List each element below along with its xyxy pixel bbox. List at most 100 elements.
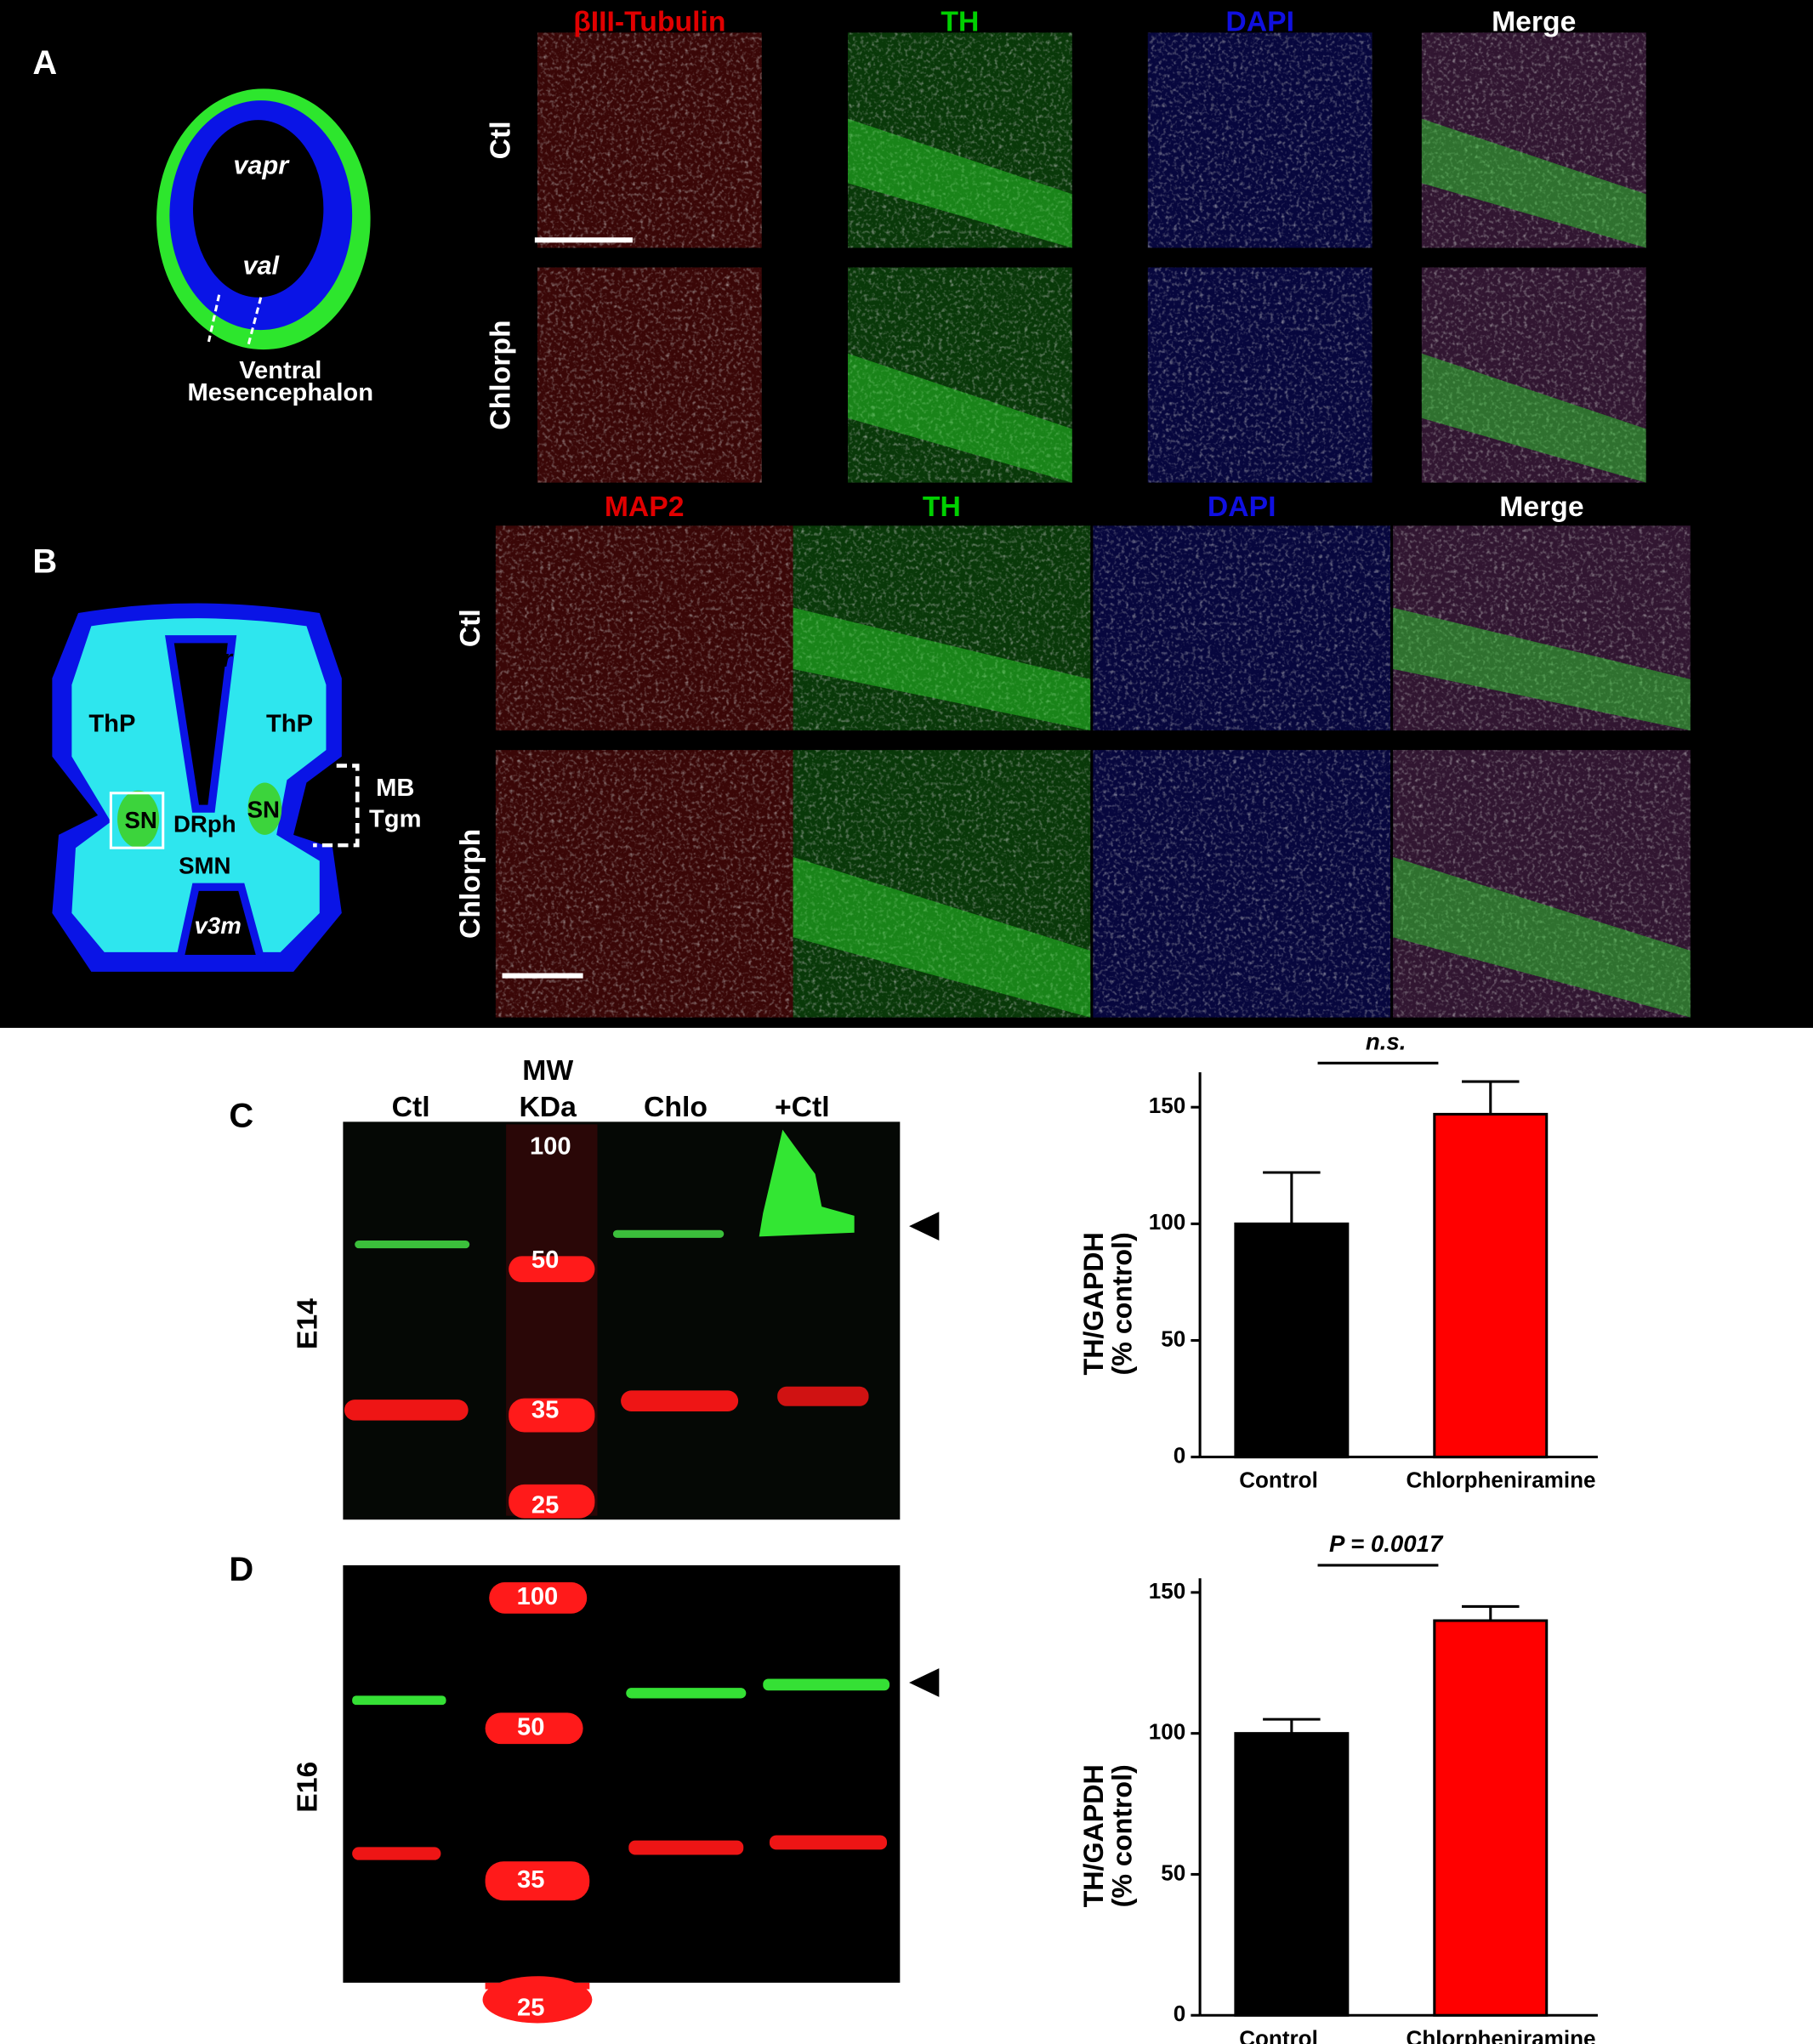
column-header: TH [923, 491, 961, 523]
arrow [909, 1212, 940, 1241]
micrograph-signal [1421, 118, 1646, 248]
micrograph-texture [1147, 267, 1373, 483]
ladder-band [482, 1976, 593, 2024]
panel-label: A [32, 44, 57, 82]
micrograph-texture [793, 525, 1091, 731]
micrograph-signal [847, 353, 1072, 483]
y-tick-label: 150 [1149, 1578, 1185, 1604]
diagram-label: val [242, 252, 280, 281]
lane-label: +Ctl [775, 1091, 830, 1123]
diagram-box [109, 792, 165, 849]
micrograph-texture [1393, 750, 1691, 1018]
y-axis-label: TH/GAPDH [1078, 1232, 1109, 1375]
diagram-sn [247, 782, 282, 835]
band [759, 1129, 855, 1237]
ladder-label: 100 [530, 1133, 571, 1161]
diagram-ventricle [193, 120, 324, 298]
row-label: Chlorph [454, 829, 486, 939]
micrograph-signal [1393, 856, 1691, 1018]
diagram-label: MB [376, 775, 414, 802]
ladder-band [509, 1256, 595, 1283]
y-tick-label: 50 [1161, 1859, 1185, 1885]
micrograph-signal [1421, 353, 1646, 483]
diagram-label: vapr [180, 645, 234, 673]
y-tick-label: 100 [1149, 1719, 1185, 1745]
micrograph-signal [1393, 607, 1691, 731]
micrograph-texture [1393, 525, 1691, 731]
x-tick-label: Chlorpheniramine [1407, 1468, 1596, 1493]
band [352, 1847, 441, 1860]
bar [1433, 1112, 1549, 1459]
diagram-bracket [313, 764, 360, 848]
ladder-band [485, 1712, 583, 1745]
annotation: P = 0.0017 [1329, 1530, 1444, 1557]
column-header: MAP2 [605, 491, 685, 523]
lane-label: KDa [519, 1091, 577, 1123]
row-label: Ctl [454, 609, 486, 647]
ladder-band [509, 1484, 595, 1519]
x-tick-label: Chlorpheniramine [1407, 2025, 1596, 2044]
micrograph-signal [847, 118, 1072, 248]
column-header: TH [941, 6, 979, 38]
diagram-ventricle [174, 883, 266, 963]
y-tick-label: 0 [1174, 1443, 1185, 1468]
lane-label: Ctl [392, 1091, 430, 1123]
panel-label: C [229, 1097, 253, 1134]
y-axis-label: (% control) [1107, 1232, 1138, 1375]
micrograph-texture [1421, 267, 1646, 483]
diagram-label: vapr [233, 150, 290, 179]
ladder-label: 100 [517, 1583, 559, 1610]
y-axis-label: TH/GAPDH [1078, 1764, 1109, 1907]
micrograph-signal [793, 856, 1091, 1018]
blot [343, 1564, 901, 1983]
panel-label: D [229, 1551, 253, 1588]
y-axis-label: (% control) [1107, 1764, 1138, 1907]
lane-label: MW [522, 1054, 573, 1087]
band [344, 1400, 469, 1421]
y-tick-label: 150 [1149, 1093, 1185, 1118]
band [352, 1695, 446, 1706]
diagram-ventricle [165, 635, 237, 813]
micrograph-signal [793, 607, 1091, 731]
diagram-label: SN [124, 807, 156, 833]
row-label: Ctl [484, 121, 516, 159]
ladder-label: 35 [531, 1397, 559, 1424]
band [628, 1840, 744, 1855]
micrograph-texture [495, 750, 793, 1018]
band [763, 1678, 890, 1691]
arrow [909, 1668, 940, 1697]
annotation: n.s. [1366, 1029, 1407, 1055]
stage-label: E14 [291, 1298, 323, 1349]
bar [1433, 1619, 1549, 2017]
ladder-label: 25 [517, 1994, 544, 2021]
x-tick-label: Control [1239, 1468, 1318, 1493]
micrograph-texture [1093, 750, 1391, 1018]
y-tick-label: 0 [1174, 2001, 1185, 2026]
micrograph-texture [1421, 32, 1646, 248]
micrograph-texture [793, 750, 1091, 1018]
band [355, 1240, 470, 1249]
ladder-label: 25 [531, 1492, 559, 1519]
micrographs [495, 32, 1691, 1018]
column-header: Merge [1492, 6, 1576, 38]
diagram-label: Tgm [369, 806, 421, 833]
row-label: Chlorph [484, 320, 516, 429]
column-header: βIII-Tubulin [573, 6, 725, 38]
micrograph-texture [847, 267, 1072, 483]
band [777, 1386, 869, 1406]
column-header: DAPI [1225, 6, 1294, 38]
diagram-dash [246, 297, 263, 348]
diagram-caption: Ventral [239, 357, 321, 384]
diagram-label: ThP [88, 711, 135, 738]
micrograph-texture [537, 267, 762, 483]
micrograph-texture [537, 32, 762, 248]
micrograph-texture [495, 525, 793, 731]
micrograph-texture [847, 32, 1072, 248]
bar [1234, 1222, 1350, 1459]
micrograph-texture [1147, 32, 1373, 248]
x-tick-label: Control [1239, 2025, 1318, 2044]
micrograph-texture [1093, 525, 1391, 731]
stage-label: E16 [291, 1762, 323, 1813]
band [612, 1229, 725, 1238]
